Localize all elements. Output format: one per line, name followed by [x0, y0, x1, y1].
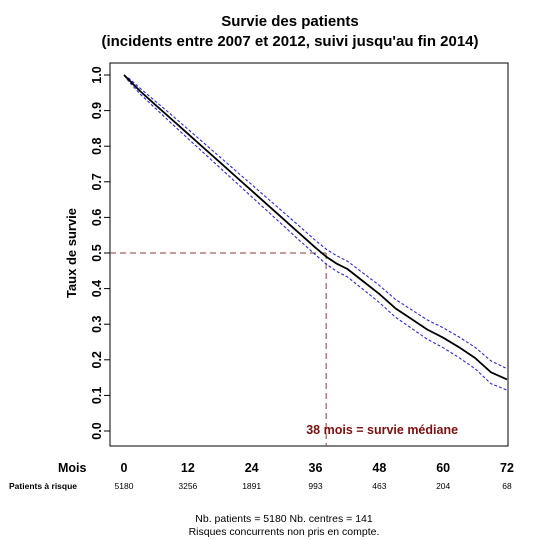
risk-value: 993 — [308, 481, 322, 491]
series-layer — [123, 74, 508, 391]
x-tick-label: 48 — [372, 461, 386, 475]
risk-value: 3256 — [178, 481, 197, 491]
plot-frame — [109, 62, 509, 447]
y-tick-label: 0.5 — [90, 244, 104, 261]
footer-line-1: Nb. patients = 5180 Nb. centres = 141 — [195, 513, 373, 525]
y-tick-label: 0.3 — [90, 315, 104, 332]
risk-value: 463 — [372, 481, 386, 491]
risk-table-label: Patients à risque — [9, 481, 77, 491]
y-tick-label: 0.0 — [90, 422, 104, 439]
x-tick-label: 24 — [245, 461, 259, 475]
y-axis: 0.0 0.1 0.2 0.3 0.4 0.5 0.6 0.7 0.8 0.9 1.0 — [90, 66, 110, 440]
y-tick-label: 0.6 — [90, 209, 104, 226]
x-tick-label: 12 — [181, 461, 195, 475]
y-tick-label: 0.8 — [90, 137, 104, 154]
y-tick-label: 0.7 — [90, 173, 104, 190]
y-tick-label: 0.1 — [90, 387, 104, 404]
risk-value: 1891 — [242, 481, 261, 491]
risk-value: 204 — [436, 481, 450, 491]
x-tick-label: 0 — [121, 461, 128, 475]
footer-line-2: Risques concurrents non pris en compte. — [189, 526, 380, 538]
risk-value: 68 — [502, 481, 512, 491]
x-axis: 0 12 24 36 48 60 72 — [121, 461, 514, 475]
median-label: 38 mois = survie médiane — [306, 423, 458, 437]
x-tick-label: 36 — [309, 461, 323, 475]
series-line-upper-ci — [123, 74, 508, 370]
median-reference-lines — [110, 252, 327, 446]
series-line-lower-ci — [123, 74, 508, 391]
y-tick-label: 0.2 — [90, 351, 104, 368]
x-tick-label: 72 — [500, 461, 514, 475]
y-tick-label: 1.0 — [90, 66, 104, 83]
series-line-estimate — [123, 74, 508, 381]
y-axis-title: Taux de survie — [64, 208, 79, 298]
x-axis-title: Mois — [58, 461, 87, 475]
risk-value: 5180 — [115, 481, 134, 491]
y-tick-label: 0.9 — [90, 102, 104, 119]
chart-title: Survie des patients — [221, 13, 359, 30]
y-tick-label: 0.4 — [90, 280, 104, 297]
x-tick-label: 60 — [436, 461, 450, 475]
chart-subtitle: (incidents entre 2007 et 2012, suivi jus… — [101, 33, 478, 50]
risk-table: 5180 3256 1891 993 463 204 68 — [115, 481, 512, 491]
